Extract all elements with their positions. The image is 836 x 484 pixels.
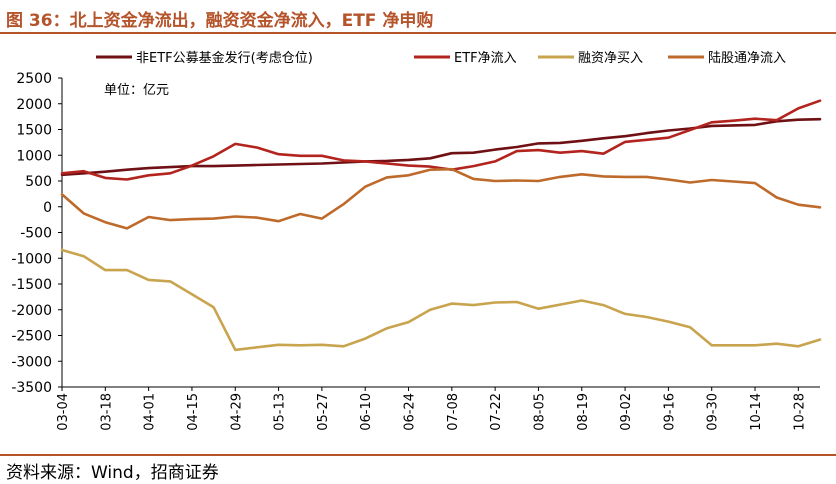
- x-tick-label: 10-14: [749, 393, 764, 431]
- y-tick-label: -1500: [11, 277, 52, 293]
- y-tick-label: -3000: [11, 354, 52, 370]
- y-tick-label: 1500: [16, 123, 52, 139]
- x-tick-label: 09-30: [706, 393, 721, 431]
- y-tick-label: -2500: [11, 329, 52, 345]
- x-tick-label: 06-24: [403, 393, 418, 431]
- unit-note: 单位：亿元: [104, 83, 169, 98]
- x-tick-label: 05-13: [273, 393, 288, 431]
- x-tick-label: 09-16: [662, 393, 677, 431]
- x-tick-label: 06-10: [359, 393, 374, 431]
- x-tick-label: 08-19: [576, 393, 591, 431]
- y-tick-label: -1000: [11, 251, 52, 267]
- y-tick-label: -500: [20, 226, 52, 242]
- y-tick-label: -3500: [11, 380, 52, 396]
- legend-label-1: 非ETF公募基金发行(考虑仓位): [136, 50, 313, 66]
- x-tick-label: 07-08: [446, 393, 461, 431]
- series-line-1: [60, 117, 822, 177]
- source-rule: [0, 454, 836, 456]
- x-tick-label: 09-02: [619, 393, 634, 431]
- x-tick-label: 04-01: [143, 393, 158, 431]
- x-tick-label: 04-29: [229, 393, 244, 431]
- series-line-4: [60, 167, 822, 230]
- y-tick-label: 1000: [16, 148, 52, 164]
- x-tick-label: 05-27: [316, 393, 331, 431]
- figure-title: 图 36：北上资金净流出，融资资金净流入，ETF 净申购: [6, 11, 434, 31]
- legend-label-4: 陆股通净流入: [708, 50, 786, 66]
- legend-label-3: 融资净买入: [578, 51, 643, 66]
- title-rule: [0, 32, 836, 34]
- y-tick-label: -2000: [11, 303, 52, 319]
- x-tick-label: 04-15: [186, 393, 201, 431]
- y-tick-label: 2000: [16, 97, 52, 113]
- series-line-3: [60, 248, 822, 352]
- x-tick-label: 03-18: [99, 393, 114, 431]
- y-tick-label: 0: [43, 200, 52, 216]
- x-tick-label: 03-04: [56, 393, 71, 431]
- source-note: 资料来源：Wind，招商证券: [6, 463, 219, 483]
- legend-label-2: ETF净流入: [454, 51, 517, 66]
- y-tick-label: 2500: [16, 71, 52, 87]
- x-tick-label: 08-05: [532, 393, 547, 431]
- x-tick-label: 07-22: [489, 393, 504, 431]
- y-tick-label: 500: [25, 174, 52, 190]
- x-tick-label: 10-28: [792, 393, 807, 431]
